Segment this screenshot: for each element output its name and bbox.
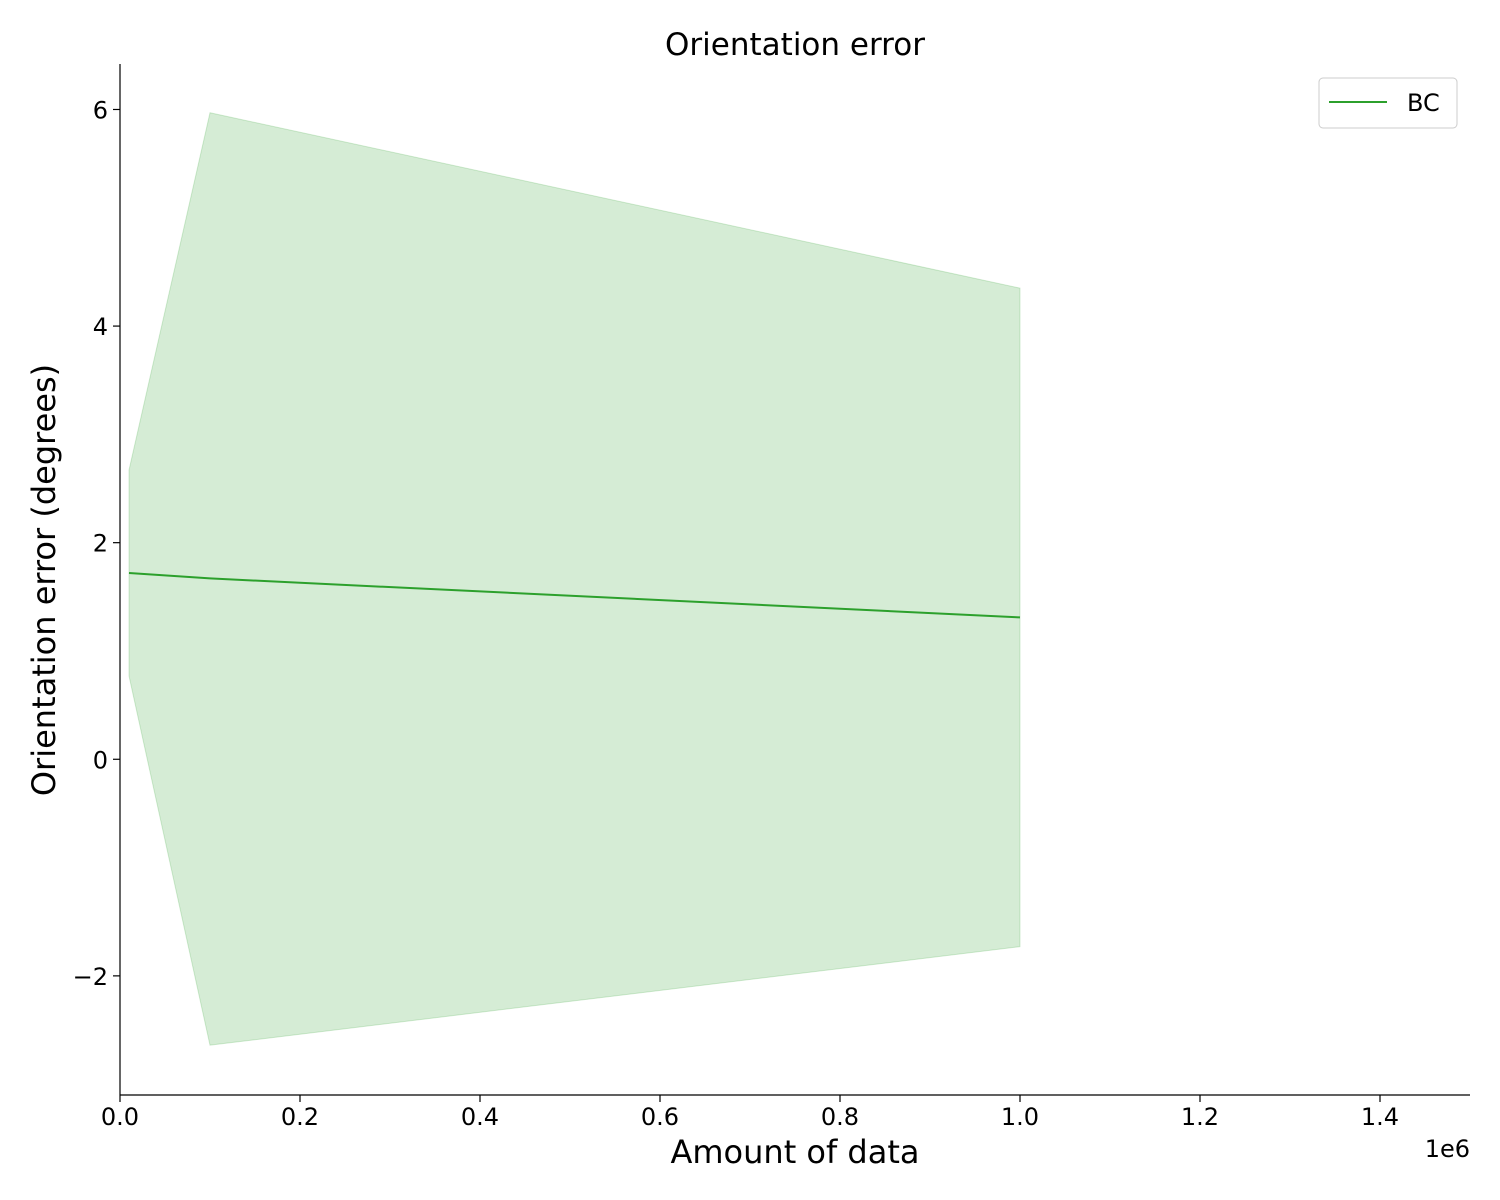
chart-title: Orientation error xyxy=(665,27,925,63)
y-axis-ticks: −2 0 2 4 6 xyxy=(73,96,120,991)
x-axis-ticks: 0.0 0.2 0.4 0.6 0.8 1.0 1.2 1.4 xyxy=(101,1095,1399,1131)
legend-frame xyxy=(1318,77,1458,129)
series-line-0 xyxy=(128,572,1021,619)
plot-area xyxy=(128,112,1021,1046)
x-tick-label: 0.8 xyxy=(821,1103,859,1131)
legend: BC xyxy=(1318,77,1458,129)
y-tick-label: 4 xyxy=(93,313,108,341)
y-tick-label: −2 xyxy=(73,963,108,991)
x-tick-label: 0.4 xyxy=(461,1103,499,1131)
x-axis-label: Amount of data xyxy=(670,1133,919,1171)
legend-label-bc: BC xyxy=(1407,89,1440,117)
x-tick-label: 0.2 xyxy=(281,1103,319,1131)
x-tick-label: 1.0 xyxy=(1001,1103,1039,1131)
x-tick-label: 1.2 xyxy=(1181,1103,1219,1131)
y-axis-label: Orientation error (degrees) xyxy=(25,364,63,796)
y-tick-label: 2 xyxy=(93,530,108,558)
x-tick-label: 0.0 xyxy=(101,1103,139,1131)
confidence-band-0 xyxy=(128,112,1021,1046)
x-tick-label: 0.6 xyxy=(641,1103,679,1131)
x-axis-offset-label: 1e6 xyxy=(1425,1135,1470,1163)
y-tick-label: 6 xyxy=(93,96,108,124)
x-tick-label: 1.4 xyxy=(1361,1103,1399,1131)
y-tick-label: 0 xyxy=(93,746,108,774)
